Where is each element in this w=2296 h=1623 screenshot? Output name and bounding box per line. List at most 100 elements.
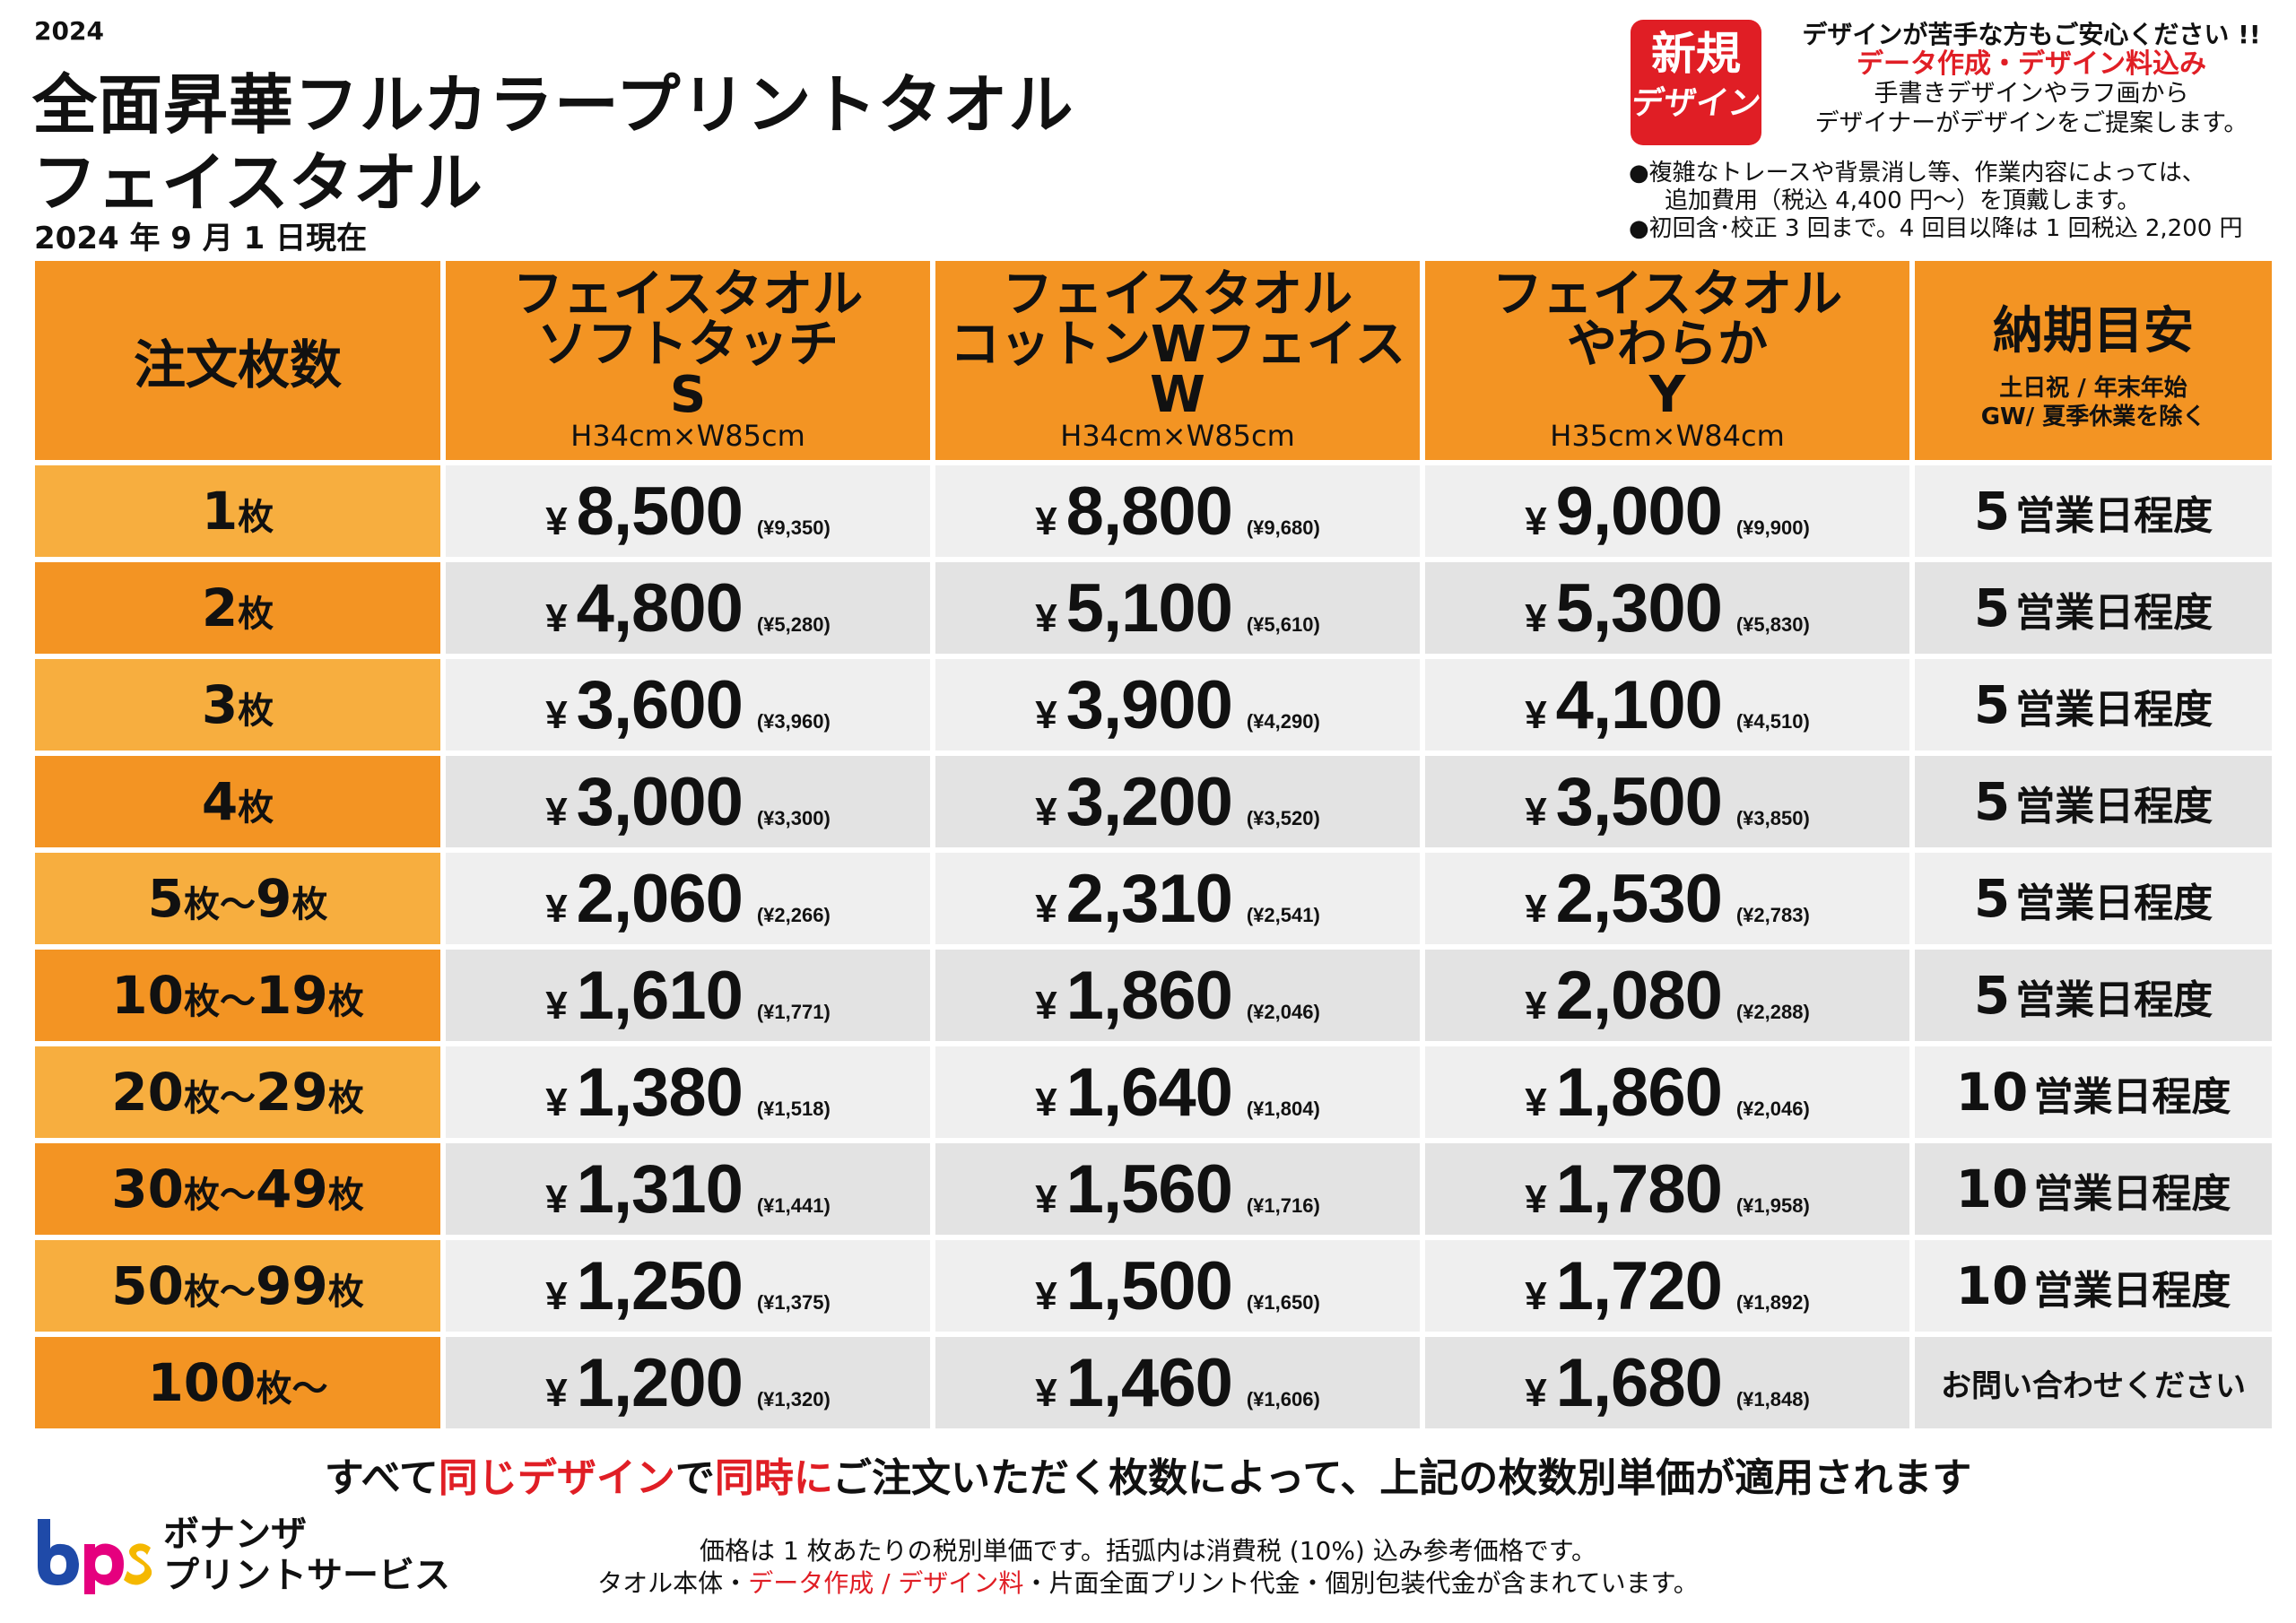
qty-from: 20 — [111, 1062, 184, 1123]
price-cell: ¥1,720 (¥1,892) — [1425, 1240, 1909, 1332]
price-tax-included: (¥2,266) — [756, 903, 831, 926]
price-tax-included: (¥3,300) — [756, 806, 831, 829]
price-cell: ¥9,000 (¥9,900) — [1425, 465, 1909, 557]
price-tax-included: (¥3,960) — [756, 709, 831, 733]
badge-line2: デザイン — [1629, 84, 1763, 122]
header-product-y: フェイスタオル やわらか Y H35cm×W84cm — [1425, 261, 1909, 460]
yen-sign: ¥ — [1525, 595, 1547, 640]
price-tax-included: (¥2,046) — [1735, 1097, 1810, 1120]
price-value: 9,000 — [1555, 473, 1723, 550]
price-tax-included: (¥5,610) — [1246, 612, 1320, 636]
table-row: 2枚 ¥4,800 (¥5,280) ¥5,100 (¥5,610) ¥5,300 (¥5,… — [35, 562, 2272, 654]
price-cell: ¥1,860 (¥2,046) — [1425, 1046, 1909, 1138]
price-value: 1,860 — [1555, 1054, 1723, 1131]
yen-sign: ¥ — [545, 886, 568, 931]
qty-range-sep: 〜 — [220, 1175, 256, 1216]
qty-cell: 3枚 — [35, 659, 440, 751]
price-value: 1,380 — [576, 1054, 744, 1131]
table-row: 10枚〜19枚 ¥1,610 (¥1,771) ¥1,860 (¥2,046) ¥2,08… — [35, 950, 2272, 1041]
delivery-cell: 5 営業日程度 — [1915, 562, 2272, 654]
delivery-cell: 5 営業日程度 — [1915, 659, 2272, 751]
price-cell: ¥3,200 (¥3,520) — [935, 756, 1420, 847]
qty-unit: 枚 — [327, 1078, 364, 1119]
qty-unit: 枚 — [184, 1078, 220, 1119]
qty-to: 29 — [256, 1062, 328, 1123]
badge-line1: 新規 — [1651, 28, 1741, 80]
delivery-cell: 5 営業日程度 — [1915, 950, 2272, 1041]
qty-unit: 枚 — [327, 1271, 364, 1313]
delivery-title: 納期目安 — [1993, 301, 2194, 360]
qty-to: 49 — [256, 1159, 328, 1219]
price-tax-included: (¥4,290) — [1246, 709, 1320, 733]
price-tax-included: (¥1,958) — [1735, 1193, 1810, 1217]
note1b: 追加費用（税込 4,400 円〜）を頂戴します。 — [1665, 187, 2141, 214]
delivery-days: 5 — [1973, 771, 2011, 832]
qty-from: 4 — [201, 771, 239, 832]
qty-cell: 10枚〜19枚 — [35, 950, 440, 1041]
table-row: 4枚 ¥3,000 (¥3,300) ¥3,200 (¥3,520) ¥3,500 (¥3,… — [35, 756, 2272, 847]
note1a: ●複雑なトレースや背景消し等、作業内容によっては、 — [1629, 160, 2205, 187]
price-cell: ¥3,600 (¥3,960) — [446, 659, 930, 751]
company-name: ボナンザ プリントサービス — [163, 1514, 450, 1596]
price-tax-included: (¥2,288) — [1735, 1000, 1810, 1023]
yen-sign: ¥ — [1035, 692, 1057, 737]
yen-sign: ¥ — [545, 1370, 568, 1415]
product-name: フェイスタオル — [512, 265, 864, 324]
yen-sign: ¥ — [545, 692, 568, 737]
price-value: 1,610 — [576, 957, 744, 1034]
price-cell: ¥1,680 (¥1,848) — [1425, 1337, 1909, 1428]
delivery-suffix: 営業日程度 — [2015, 493, 2213, 539]
product-size: H35cm×W84cm — [1550, 419, 1785, 453]
qty-range-sep: 〜 — [220, 981, 256, 1022]
yen-sign: ¥ — [1035, 1080, 1057, 1124]
delivery-suffix: 営業日程度 — [2015, 784, 2213, 829]
header-year: 2024 — [34, 16, 104, 46]
price-value: 1,460 — [1065, 1344, 1233, 1421]
delivery-suffix: 営業日程度 — [2015, 687, 2213, 733]
price-value: 1,780 — [1555, 1150, 1723, 1228]
design-notes: ●複雑なトレースや背景消し等、作業内容によっては、 追加費用（税込 4,400 … — [1629, 160, 2292, 243]
yen-sign: ¥ — [1525, 1080, 1547, 1124]
delivery-suffix: 営業日程度 — [2015, 977, 2213, 1023]
qty-unit: 枚 — [184, 884, 220, 925]
product-sub: コットンWフェイス — [949, 316, 1406, 374]
notice-line4: デザイナーがデザインをご提案します。 — [1814, 109, 2248, 137]
price-value: 1,680 — [1555, 1344, 1723, 1421]
yen-sign: ¥ — [1525, 983, 1547, 1028]
qty-cell: 100枚〜 — [35, 1337, 440, 1428]
delivery-cell: お問い合わせください — [1915, 1337, 2272, 1428]
qty-from: 10 — [111, 965, 184, 1026]
price-tax-included: (¥3,520) — [1246, 806, 1320, 829]
price-value: 1,310 — [576, 1150, 744, 1228]
price-value: 3,900 — [1065, 666, 1233, 743]
yen-sign: ¥ — [545, 789, 568, 834]
yen-sign: ¥ — [1035, 983, 1057, 1028]
price-tax-included: (¥1,518) — [756, 1097, 831, 1120]
price-tax-included: (¥2,046) — [1246, 1000, 1320, 1023]
yen-sign: ¥ — [1035, 499, 1057, 543]
qty-from: 2 — [201, 577, 239, 638]
delivery-suffix: 営業日程度 — [2033, 1268, 2231, 1314]
table-row: 30枚〜49枚 ¥1,310 (¥1,441) ¥1,560 (¥1,716) ¥1,78… — [35, 1143, 2272, 1235]
table-row: 5枚〜9枚 ¥2,060 (¥2,266) ¥2,310 (¥2,541) ¥2,530(… — [35, 853, 2272, 944]
yen-sign: ¥ — [1525, 1176, 1547, 1221]
qty-from: 100 — [147, 1352, 257, 1413]
price-cell: ¥1,610 (¥1,771) — [446, 950, 930, 1041]
yen-sign: ¥ — [545, 1176, 568, 1221]
price-cell: ¥2,080 (¥2,288) — [1425, 950, 1909, 1041]
delivery-cell: 10 営業日程度 — [1915, 1240, 2272, 1332]
price-value: 3,500 — [1555, 763, 1723, 840]
delivery-days: 10 — [1955, 1062, 2029, 1123]
qty-from: 3 — [201, 674, 239, 735]
price-cell: ¥1,200 (¥1,320) — [446, 1337, 930, 1428]
price-tax-included: (¥5,830) — [1735, 612, 1810, 636]
price-cell: ¥2,060 (¥2,266) — [446, 853, 930, 944]
footer-line2-a: タオル本体・ — [597, 1568, 749, 1598]
price-tax-included: (¥1,441) — [756, 1193, 831, 1217]
new-design-badge: 新規 デザイン — [1629, 20, 1763, 145]
price-cell: ¥2,310 (¥2,541) — [935, 853, 1420, 944]
qty-unit: 枚 — [291, 884, 328, 925]
footer-line2: タオル本体・データ作成 / デザイン料・片面全面プリント代金・個別包装代金が含ま… — [502, 1567, 1794, 1600]
price-cell: ¥1,780 (¥1,958) — [1425, 1143, 1909, 1235]
table-row: 20枚〜29枚 ¥1,380 (¥1,518) ¥1,640 (¥1,804) ¥1,86… — [35, 1046, 2272, 1138]
